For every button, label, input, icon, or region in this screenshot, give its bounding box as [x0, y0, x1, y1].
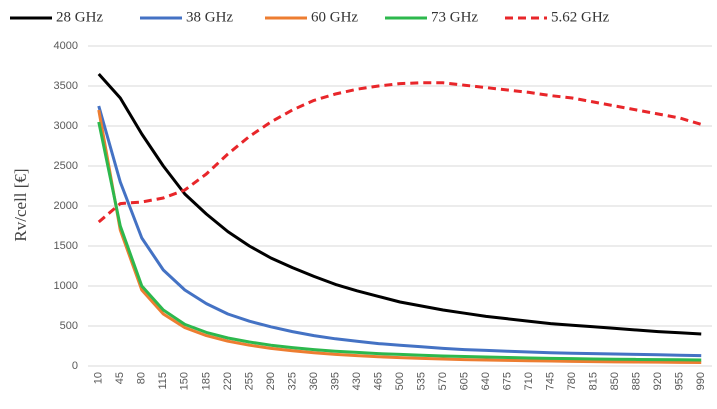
y-tick-label: 4000 [54, 40, 78, 52]
x-tick-label: 955 [674, 372, 686, 390]
x-tick-label: 220 [222, 372, 234, 390]
x-tick-label: 10 [93, 372, 105, 384]
x-tick-label: 850 [609, 372, 621, 390]
x-tick-label: 500 [394, 372, 406, 390]
series-line [97, 121, 702, 362]
legend-label: 73 GHz [431, 9, 478, 25]
series-line [97, 109, 702, 364]
x-tick-label: 290 [265, 372, 277, 390]
x-tick-label: 80 [136, 372, 148, 384]
series-line [97, 105, 702, 358]
x-tick-label: 255 [243, 372, 255, 390]
series-line [97, 81, 702, 224]
y-tick-label: 0 [72, 360, 78, 372]
x-tick-label: 570 [437, 372, 449, 390]
y-tick-label: 3500 [54, 80, 78, 92]
x-tick-label: 990 [695, 372, 707, 390]
x-tick-label: 745 [545, 372, 557, 390]
legend-label: 28 GHz [56, 9, 103, 25]
x-tick-label: 325 [286, 372, 298, 390]
x-tick-label: 710 [523, 372, 535, 390]
series-line [97, 72, 702, 336]
x-tick-label: 115 [157, 372, 169, 390]
legend-label: 5.62 GHz [551, 9, 610, 25]
x-tick-label: 45 [114, 372, 126, 384]
y-tick-label: 1500 [54, 240, 78, 252]
legend-label: 38 GHz [186, 9, 233, 25]
y-tick-label: 3000 [54, 120, 78, 132]
x-tick-label: 395 [329, 372, 341, 390]
legend-label: 60 GHz [311, 9, 358, 25]
y-tick-label: 1000 [54, 280, 78, 292]
x-tick-label: 640 [480, 372, 492, 390]
x-tick-label: 885 [631, 372, 643, 390]
y-tick-label: 500 [60, 320, 78, 332]
x-tick-label: 360 [308, 372, 320, 390]
x-tick-label: 675 [501, 372, 513, 390]
y-axis-label: Rv/cell [€] [11, 168, 30, 241]
x-tick-label: 605 [458, 372, 470, 390]
x-tick-label: 535 [415, 372, 427, 390]
x-tick-label: 465 [372, 372, 384, 390]
x-tick-label: 815 [588, 372, 600, 390]
y-tick-label: 2500 [54, 160, 78, 172]
x-tick-label: 185 [200, 372, 212, 390]
x-tick-label: 780 [566, 372, 578, 390]
x-tick-label: 150 [179, 372, 191, 390]
y-tick-label: 2000 [54, 200, 78, 212]
x-tick-label: 430 [351, 372, 363, 390]
x-tick-label: 920 [652, 372, 664, 390]
